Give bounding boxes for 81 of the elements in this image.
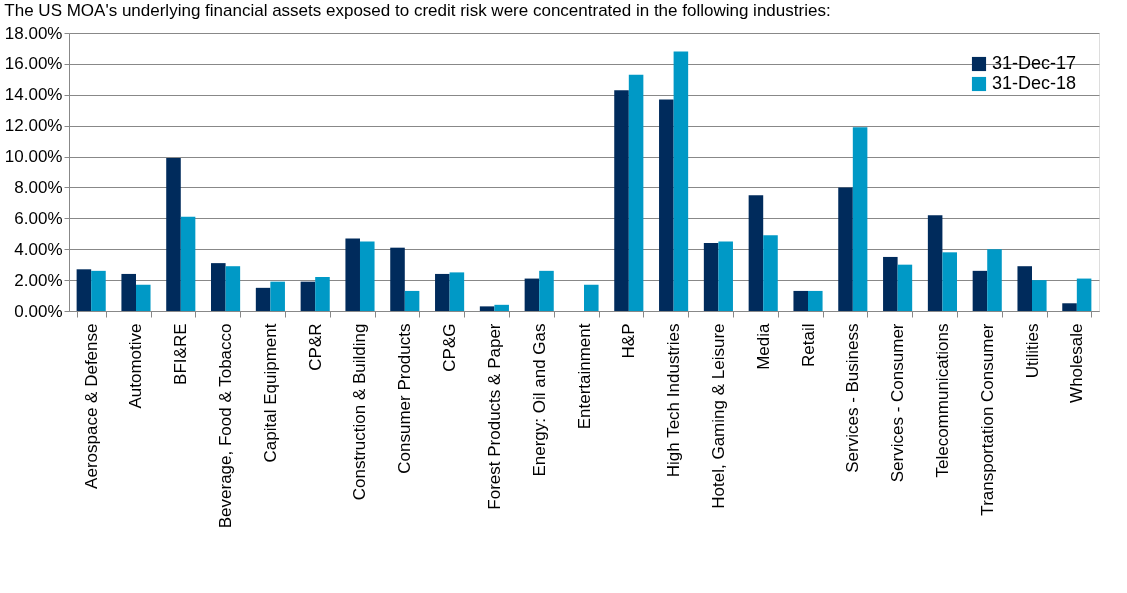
y-tick-label: 8.00%: [14, 177, 63, 197]
y-tick-label: 6.00%: [14, 208, 63, 228]
bar: [135, 284, 151, 311]
bar: [584, 284, 599, 311]
x-tick-label: Retail: [798, 323, 818, 367]
y-tick-label: 10.00%: [4, 147, 63, 167]
x-tick-label: Construction & Building: [350, 323, 370, 501]
x-tick-label: Capital Equipment: [260, 323, 280, 463]
chart-title: The US MOA's underlying financial assets exposed to credit risk were concentrated in the following industries:: [4, 1, 831, 20]
x-tick-label: H&P: [619, 323, 639, 359]
x-tick-label: High Tech Industries: [664, 323, 684, 478]
x-tick-label: Services - Business: [843, 323, 863, 473]
bar: [345, 238, 360, 311]
bar: [270, 281, 285, 311]
x-tick-label: Services - Consumer: [888, 323, 908, 483]
x-tick-label: Transportation Consumer: [977, 323, 997, 516]
x-tick-label: Energy: Oil and Gas: [529, 323, 549, 477]
bar: [121, 273, 136, 311]
y-tick-label: 18.00%: [4, 23, 63, 43]
x-tick-label: Consumer Products: [395, 323, 415, 474]
bar: [479, 306, 495, 311]
y-tick-label: 16.00%: [4, 54, 63, 74]
bar: [255, 287, 271, 311]
y-tick-label: 0.00%: [14, 301, 63, 321]
x-tick-label: Forest Products & Paper: [484, 323, 504, 510]
bar: [883, 256, 898, 311]
bar: [703, 243, 719, 311]
x-tick-label: Beverage, Food & Tobacco: [216, 323, 236, 529]
bar: [748, 195, 764, 311]
bar: [404, 290, 420, 311]
legend-label: 31-Dec-17: [992, 53, 1077, 73]
bar: [628, 74, 644, 311]
bar: [808, 290, 823, 311]
bar: [390, 247, 405, 311]
bar: [494, 304, 509, 311]
bar: [942, 252, 957, 311]
x-tick-label: Aerospace & Defense: [81, 323, 101, 489]
bar: [972, 270, 988, 311]
bar: [927, 215, 943, 311]
x-tick-label: Entertainment: [574, 323, 594, 430]
x-tick-label: CP&G: [440, 323, 460, 372]
x-tick-label: Media: [753, 322, 773, 370]
bar: [763, 235, 778, 311]
bar: [359, 241, 375, 311]
bar: [166, 158, 181, 311]
bar: [838, 187, 853, 311]
bar: [852, 127, 868, 311]
bar: [180, 216, 196, 311]
bar: [225, 266, 241, 311]
y-tick-label: 4.00%: [14, 239, 63, 259]
bar: [718, 241, 733, 311]
bar: [897, 264, 913, 311]
bar: [987, 249, 1002, 311]
bar: [315, 277, 330, 311]
y-tick-label: 12.00%: [4, 116, 63, 136]
legend-label: 31-Dec-18: [992, 73, 1077, 93]
bar: [449, 272, 465, 311]
bar: [1062, 303, 1077, 311]
bar: [76, 269, 92, 311]
x-tick-label: CP&R: [305, 323, 325, 371]
bar: [614, 90, 629, 311]
bar: [211, 263, 226, 311]
bar: [793, 290, 809, 311]
y-tick-label: 2.00%: [14, 270, 63, 290]
bar: [435, 273, 450, 311]
bar: [91, 270, 106, 311]
x-tick-label: Telecommunications: [932, 323, 952, 478]
bar: [539, 270, 554, 311]
x-tick-label: BFI&RE: [171, 323, 191, 385]
x-tick-label: Utilities: [1022, 323, 1042, 379]
x-tick-label: Hotel, Gaming & Leisure: [708, 323, 728, 509]
bar: [524, 278, 540, 311]
bar: [1076, 278, 1092, 311]
bar: [1017, 266, 1033, 311]
bar: [300, 281, 316, 311]
bar: [659, 99, 674, 311]
bar: [673, 51, 689, 311]
x-tick-label: Wholesale: [1067, 323, 1087, 403]
bar: [1032, 280, 1047, 311]
y-tick-label: 14.00%: [4, 85, 63, 105]
x-tick-label: Automotive: [126, 323, 146, 409]
